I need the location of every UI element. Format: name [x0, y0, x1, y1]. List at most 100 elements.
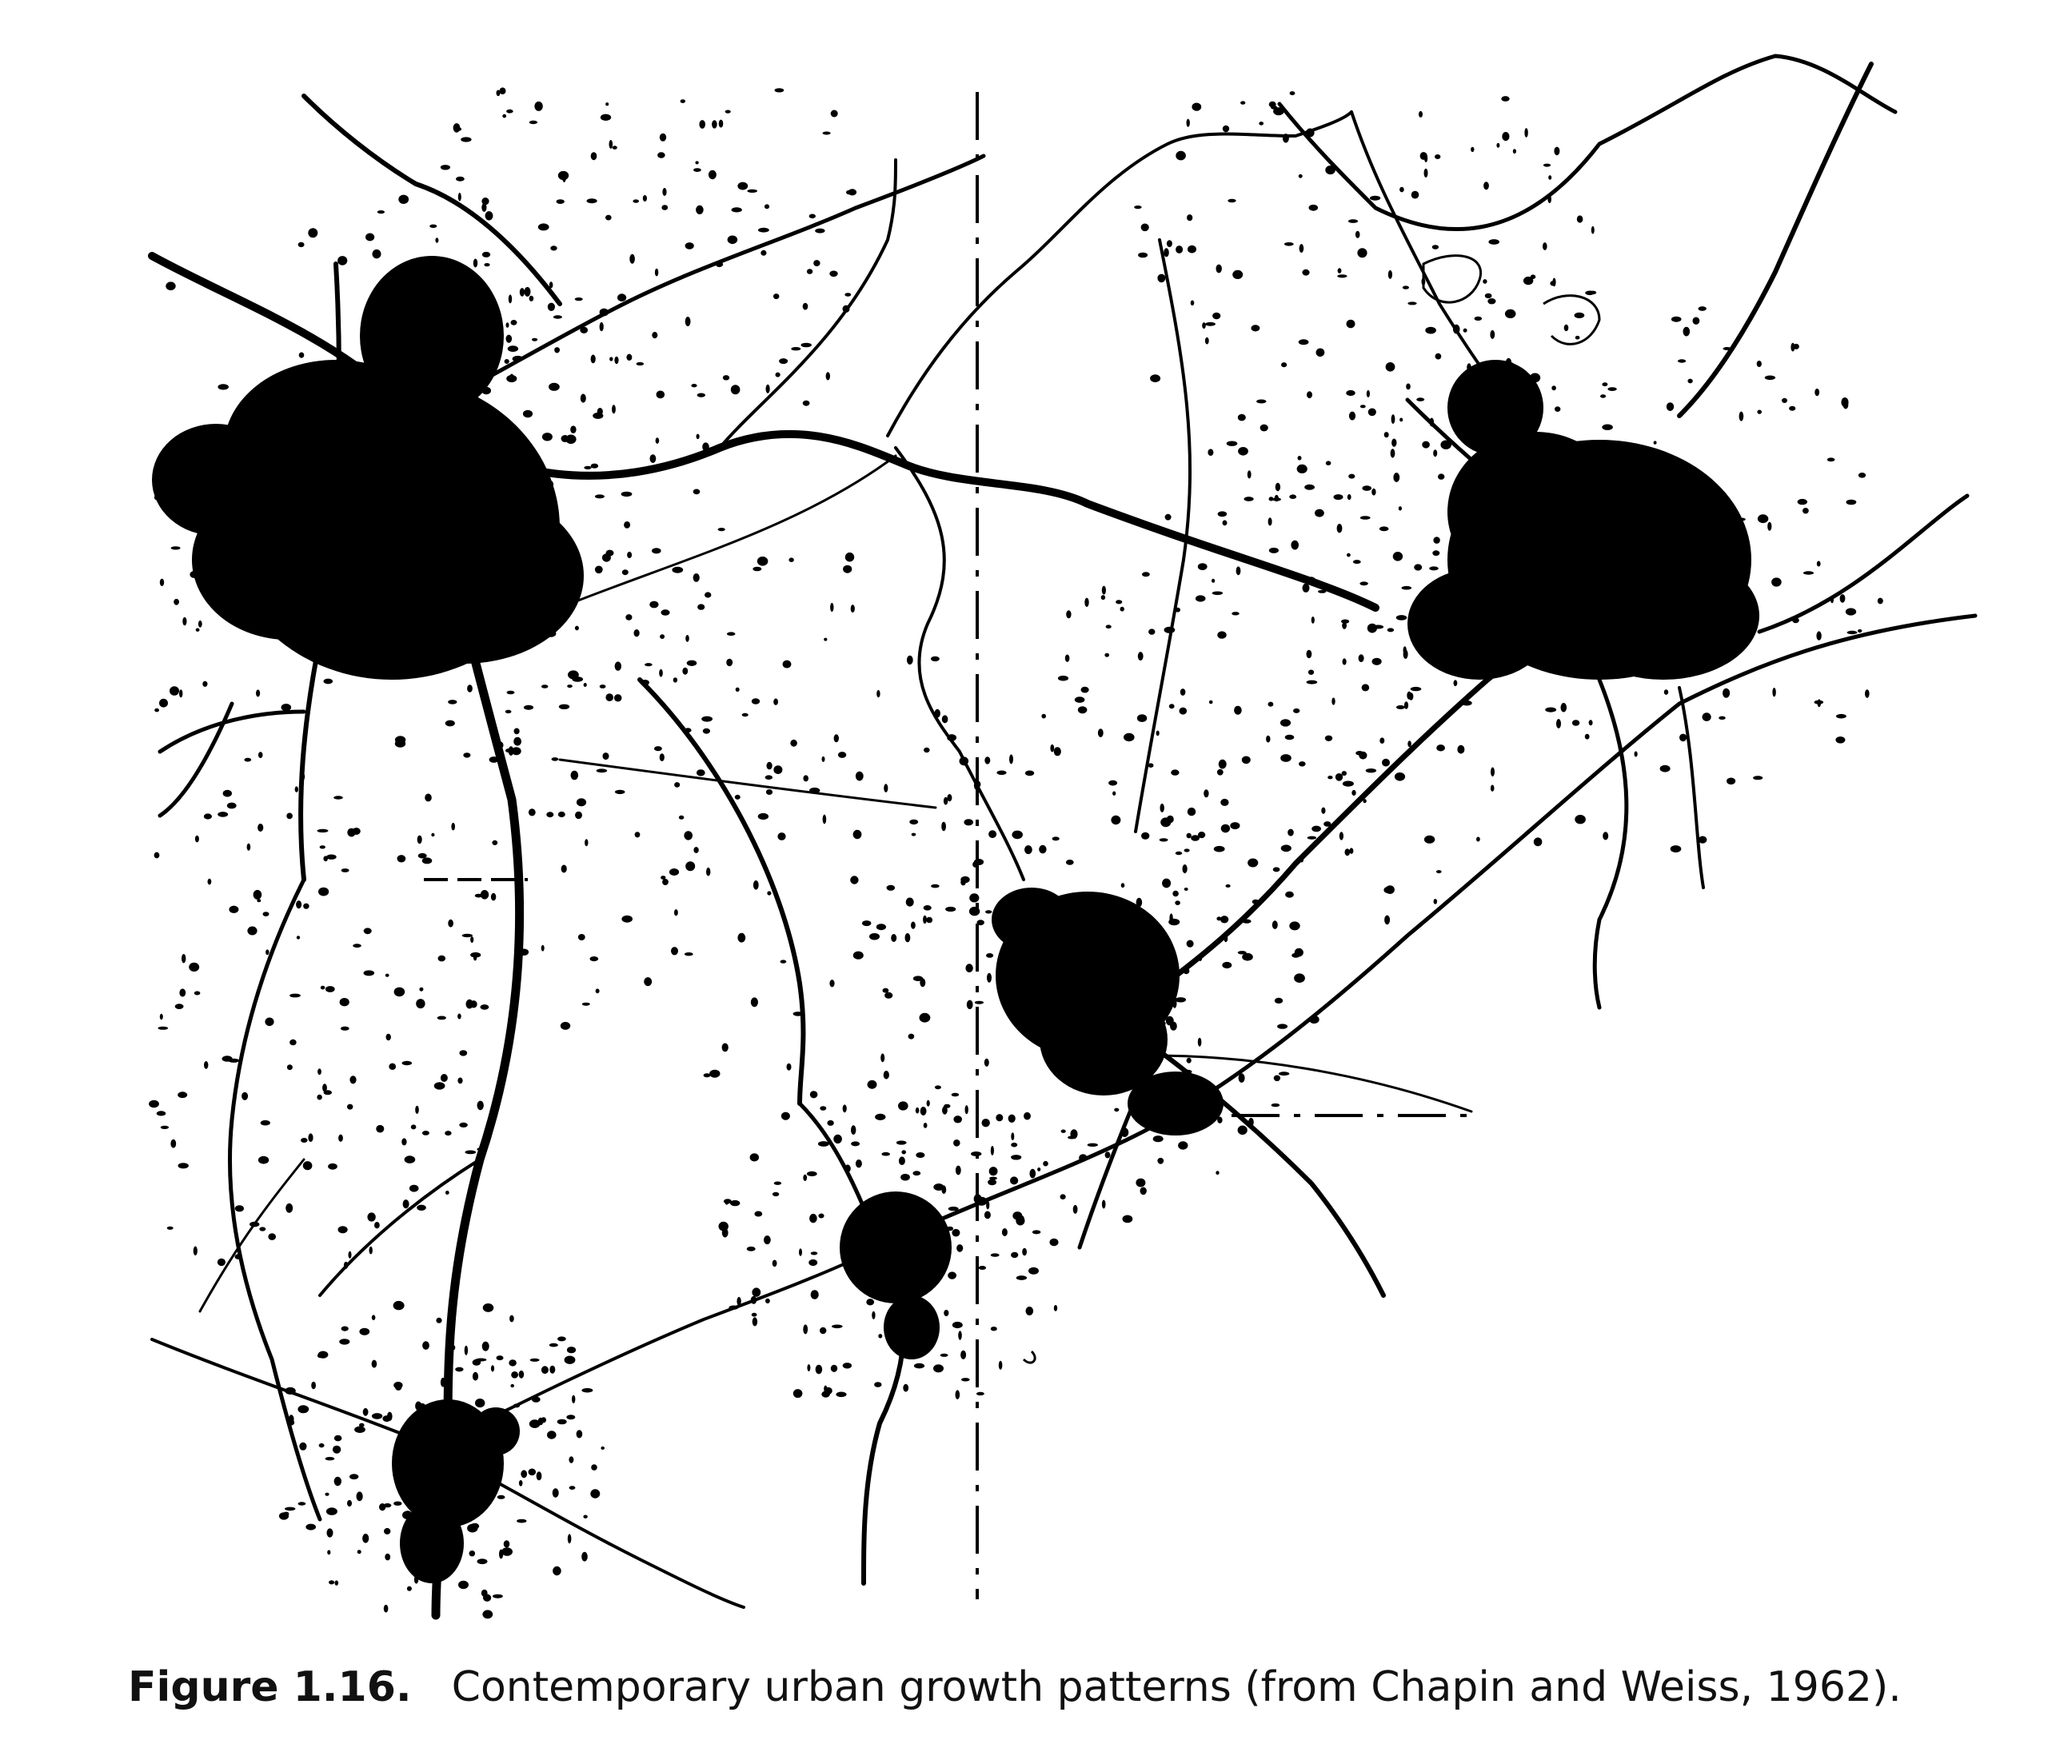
development-speck — [944, 1103, 951, 1108]
development-speck — [1496, 142, 1500, 148]
development-speck — [389, 1063, 397, 1071]
development-speck — [1136, 1178, 1146, 1187]
development-speck — [1216, 768, 1224, 776]
development-speck — [1136, 714, 1148, 722]
development-speck — [1122, 1215, 1133, 1223]
development-speck — [662, 879, 669, 885]
development-speck — [1272, 867, 1280, 872]
development-speck — [422, 1407, 427, 1415]
development-speck — [1191, 835, 1200, 841]
development-speck — [765, 775, 773, 780]
development-speck — [1493, 556, 1502, 560]
development-speck — [429, 464, 440, 474]
development-speck — [855, 771, 864, 781]
development-speck — [1491, 560, 1496, 569]
development-speck — [964, 819, 973, 826]
development-speck — [702, 728, 711, 734]
development-speck — [433, 1082, 445, 1090]
development-speck — [1339, 832, 1343, 840]
development-speck — [1032, 1230, 1041, 1235]
development-speck — [1284, 242, 1294, 246]
development-speck — [718, 119, 724, 128]
development-speck — [1846, 499, 1857, 505]
development-speck — [1816, 631, 1822, 641]
development-speck — [437, 955, 446, 962]
development-speck — [599, 684, 606, 688]
development-speck — [570, 425, 577, 433]
development-speck — [299, 1442, 307, 1451]
development-speck — [1352, 560, 1361, 565]
development-speck — [436, 1317, 442, 1323]
development-speck — [179, 689, 183, 698]
development-speck — [990, 1327, 997, 1331]
development-speck — [851, 1141, 860, 1147]
development-speck — [574, 297, 583, 301]
development-speck — [362, 1534, 369, 1543]
development-speck — [469, 1550, 476, 1557]
development-speck — [682, 667, 689, 675]
development-speck — [174, 598, 180, 605]
development-speck — [1663, 689, 1669, 695]
development-speck — [409, 1184, 419, 1192]
development-speck — [194, 835, 199, 843]
development-speck — [506, 109, 513, 114]
development-speck — [265, 1017, 274, 1027]
development-speck — [297, 241, 305, 248]
development-speck — [1438, 666, 1449, 671]
development-speck — [976, 920, 984, 926]
development-speck — [609, 357, 613, 361]
development-speck — [234, 1205, 244, 1212]
development-speck — [1342, 780, 1354, 787]
development-speck — [448, 919, 453, 928]
development-speck — [425, 793, 432, 802]
development-speck — [908, 1033, 915, 1040]
development-speck — [501, 576, 507, 586]
development-speck — [541, 1366, 549, 1375]
development-speck — [699, 120, 705, 129]
development-speck — [820, 1106, 827, 1111]
development-speck — [988, 1167, 998, 1176]
development-speck — [481, 386, 491, 395]
development-speck — [385, 1553, 391, 1561]
development-speck — [485, 211, 493, 221]
development-speck — [492, 840, 498, 845]
development-speck — [706, 867, 711, 876]
development-speck — [916, 1152, 925, 1158]
development-speck — [815, 228, 825, 233]
development-speck — [549, 1343, 558, 1347]
development-speck — [326, 854, 337, 860]
development-speck — [244, 757, 252, 762]
development-speck — [907, 1236, 919, 1241]
development-speck — [1403, 701, 1409, 709]
development-speck — [1212, 591, 1224, 596]
development-speck — [1379, 526, 1389, 532]
development-speck — [1387, 269, 1392, 279]
development-speck — [1836, 713, 1846, 719]
development-speck — [253, 889, 262, 900]
development-speck — [806, 1171, 817, 1176]
development-speck — [1395, 705, 1405, 709]
development-speck — [174, 1004, 184, 1009]
development-speck — [1297, 456, 1302, 461]
development-speck — [644, 977, 653, 987]
development-speck — [509, 1359, 517, 1367]
development-speck — [1544, 514, 1555, 522]
development-speck — [807, 1364, 811, 1371]
development-speck — [349, 1076, 357, 1084]
development-speck — [601, 553, 611, 562]
development-speck — [1408, 692, 1414, 700]
development-speck — [966, 1000, 973, 1010]
development-speck — [551, 757, 559, 761]
development-speck — [1076, 1072, 1087, 1077]
development-speck — [1037, 1167, 1041, 1171]
development-speck — [912, 1171, 921, 1176]
development-speck — [504, 359, 509, 364]
development-speck — [1846, 630, 1858, 635]
development-speck — [1385, 362, 1395, 372]
development-speck — [1073, 982, 1083, 988]
development-speck — [1488, 396, 1499, 405]
development-speck — [900, 1173, 910, 1181]
development-speck — [1077, 706, 1088, 714]
development-speck — [696, 205, 704, 214]
development-speck — [792, 1389, 803, 1399]
